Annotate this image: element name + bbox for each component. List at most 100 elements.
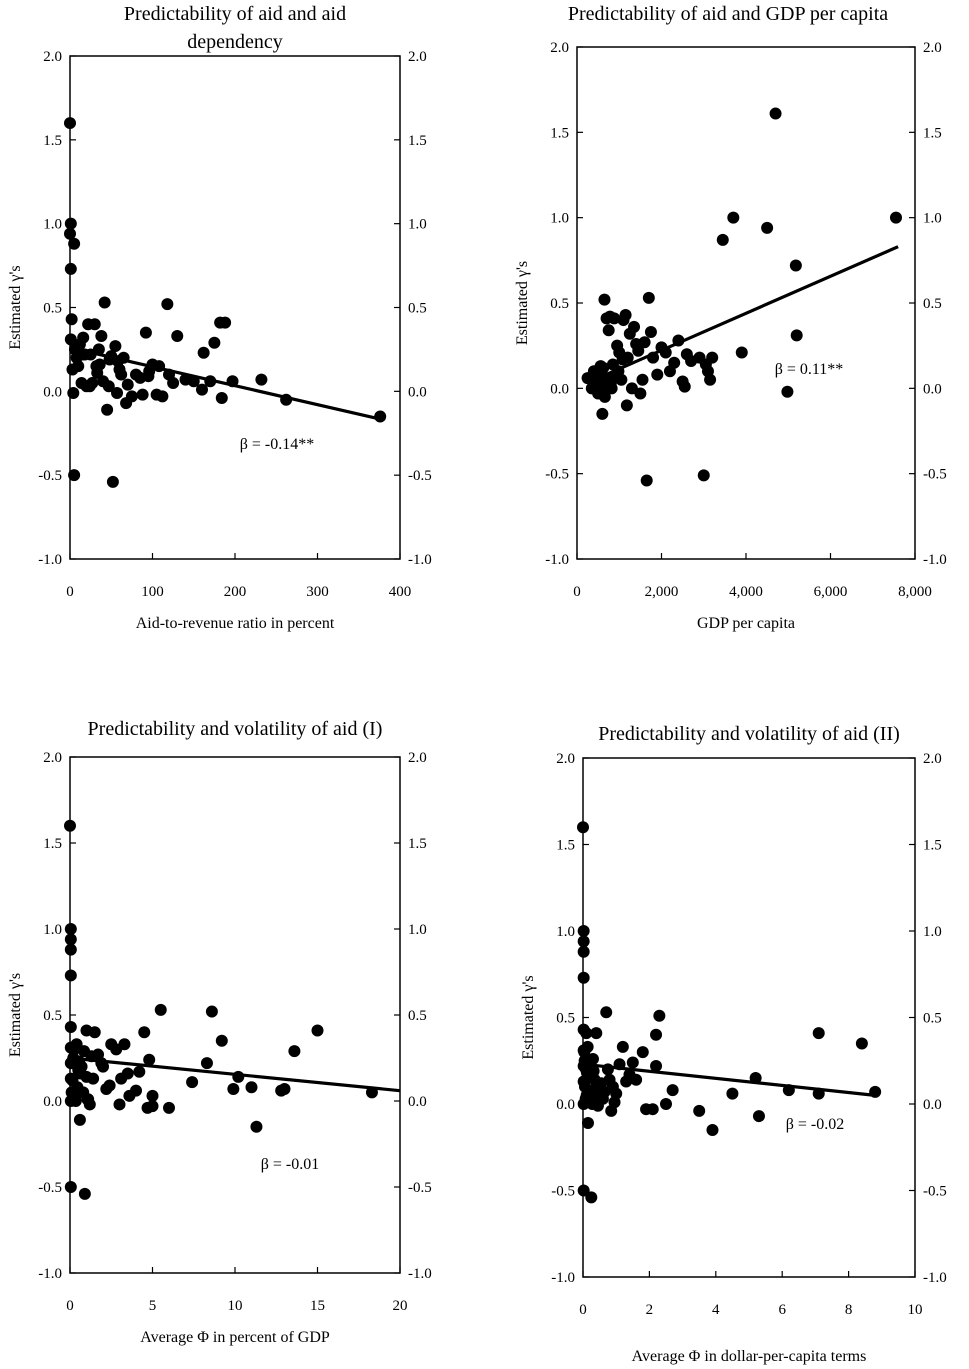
chart-title: dependency <box>187 31 283 53</box>
x-tick-label: 400 <box>389 584 412 600</box>
x-tick-label: 5 <box>149 1298 157 1314</box>
data-point <box>78 1187 91 1200</box>
data-point <box>73 1113 86 1126</box>
data-point <box>577 925 590 937</box>
beta-annotation: β = -0.01 <box>261 1156 320 1173</box>
data-point <box>587 1065 600 1078</box>
panel-1: Predictability of aid and aid dependency -… <box>7 3 432 632</box>
data-point <box>64 117 76 130</box>
data-point <box>72 360 85 373</box>
x-tick-label: 4 <box>712 1302 720 1318</box>
y-tick-label-left: 0.5 <box>43 1008 62 1024</box>
data-point <box>103 1079 116 1092</box>
data-point <box>83 380 96 393</box>
data-point <box>64 943 77 956</box>
data-point <box>598 293 611 306</box>
x-axis-label: Aid-to-revenue ratio in percent <box>136 615 335 632</box>
data-point <box>594 360 607 373</box>
data-point <box>65 313 78 326</box>
y-tick-label-right: -0.5 <box>408 1180 432 1196</box>
plot-frame <box>576 46 916 560</box>
data-point <box>186 1076 199 1089</box>
data-point <box>706 1123 719 1136</box>
chart-title: Predictability and volatility of aid (II… <box>598 723 900 745</box>
data-point <box>196 383 208 396</box>
plot-frame <box>582 757 916 1278</box>
data-point <box>69 1095 82 1107</box>
y-tick-label-right: 1.0 <box>923 924 942 940</box>
beta-annotation: β = -0.14** <box>240 436 315 453</box>
data-point <box>205 1005 218 1018</box>
data-point <box>64 1181 77 1193</box>
data-point <box>581 1040 594 1053</box>
data-point <box>789 259 802 272</box>
data-point <box>623 1068 636 1081</box>
data-point <box>68 1043 81 1056</box>
data-point <box>64 1021 77 1034</box>
data-point <box>651 368 664 381</box>
y-tick-label-left: 1.5 <box>550 125 569 141</box>
data-point <box>602 324 615 337</box>
data-point <box>88 318 101 331</box>
data-point <box>64 333 77 346</box>
data-point <box>95 1057 108 1070</box>
y-tick-label-left: 0.5 <box>550 296 569 312</box>
data-point <box>278 1082 291 1095</box>
data-point <box>161 298 174 311</box>
x-tick-label: 2,000 <box>645 584 679 600</box>
data-point <box>642 291 655 304</box>
y-tick-label-right: 0.0 <box>923 1097 942 1113</box>
y-tick-label-right: -1.0 <box>923 1270 947 1286</box>
data-point <box>636 373 649 386</box>
data-point <box>812 1027 825 1040</box>
data-point <box>644 326 657 339</box>
data-point <box>585 382 598 395</box>
data-point <box>727 211 740 224</box>
y-tick-label-right: 1.5 <box>408 836 427 852</box>
data-point <box>121 1067 134 1080</box>
data-point <box>697 469 710 482</box>
data-point <box>590 1027 603 1040</box>
data-point <box>125 390 138 403</box>
x-tick-label: 0 <box>573 584 581 600</box>
y-tick-label-left: 0.0 <box>556 1097 575 1113</box>
data-point <box>93 358 106 371</box>
data-point <box>608 312 621 325</box>
data-point <box>650 1059 663 1072</box>
y-axis-label: Estimated γ's <box>7 973 24 1057</box>
x-tick-label: 10 <box>228 1298 243 1314</box>
chart-title: Predictability of aid and aid <box>124 3 346 25</box>
data-point <box>77 331 90 344</box>
data-point <box>95 330 108 343</box>
data-point <box>577 935 590 948</box>
y-tick-label-right: -1.0 <box>408 552 432 568</box>
data-point <box>113 1098 126 1111</box>
y-tick-label-right: 2.0 <box>408 750 427 766</box>
y-tick-label-right: 0.5 <box>923 296 942 312</box>
y-tick-label-left: 2.0 <box>556 751 575 767</box>
x-axis-label: GDP per capita <box>697 615 795 632</box>
x-tick-label: 2 <box>646 1302 654 1318</box>
data-point <box>139 326 152 339</box>
data-point <box>138 1026 151 1039</box>
data-point <box>171 330 184 343</box>
y-tick-label-left: -1.0 <box>545 552 569 568</box>
data-point <box>636 1046 649 1059</box>
y-tick-label-left: 1.5 <box>43 133 62 149</box>
x-tick-label: 8 <box>845 1302 853 1318</box>
y-tick-label-right: 2.0 <box>408 49 427 65</box>
data-point <box>693 1104 706 1117</box>
data-point <box>640 474 653 487</box>
data-point <box>605 382 618 395</box>
y-tick-label-left: 0.5 <box>43 301 62 317</box>
data-point <box>110 1043 123 1056</box>
data-point <box>634 387 647 400</box>
data-point <box>678 380 691 393</box>
data-point <box>585 1191 598 1204</box>
x-tick-label: 8,000 <box>898 584 932 600</box>
data-point <box>245 1081 258 1094</box>
data-point <box>781 385 794 398</box>
y-tick-label-left: 2.0 <box>43 49 62 65</box>
y-tick-label-left: 1.5 <box>43 836 62 852</box>
panel-2: Predictability of aid and GDP per capita… <box>514 3 947 632</box>
